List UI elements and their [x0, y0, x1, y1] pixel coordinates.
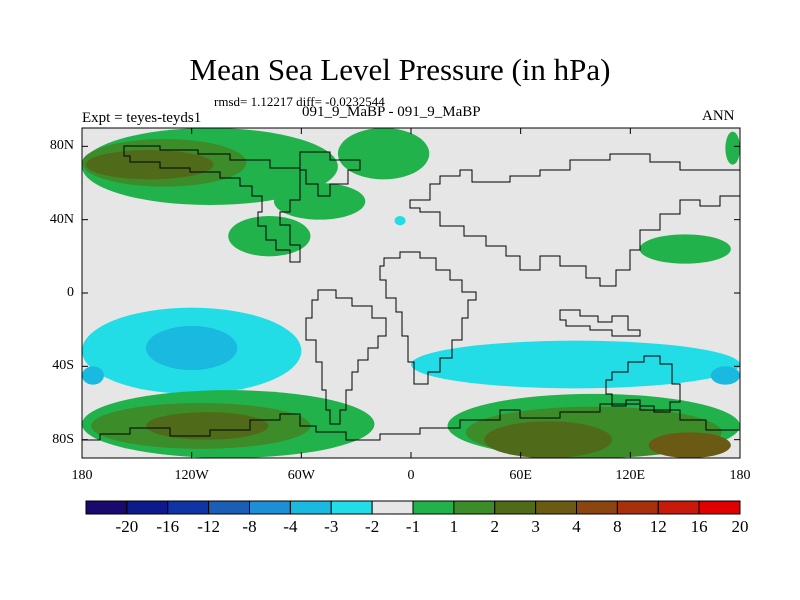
x-tick-label-0: 180 — [71, 468, 93, 483]
contour-region-10 — [411, 340, 740, 389]
contour-region-2 — [85, 150, 214, 180]
y-tick-label-3: 40S — [52, 358, 74, 374]
x-tick-label-4: 60E — [509, 468, 532, 483]
contour-region-7 — [725, 131, 740, 165]
colorbar-swatch-3 — [208, 500, 250, 515]
axis-ticks — [81, 128, 741, 458]
contour-region-3 — [337, 128, 430, 180]
colorbar-swatch-4 — [249, 500, 291, 515]
colorbar-swatch-14 — [657, 500, 700, 515]
x-tick-label-3: 0 — [407, 468, 415, 483]
chart-title: Mean Sea Level Pressure (in hPa) — [189, 52, 611, 87]
greenland-coast — [299, 151, 361, 197]
x-tick-label-1: 120W — [174, 468, 209, 483]
y-tick-label-1: 40N — [49, 211, 74, 227]
contour-region-19 — [648, 432, 731, 458]
colorbar-swatch-0 — [85, 500, 128, 515]
colorbar-swatch-10 — [494, 500, 537, 515]
experiment-label: Expt = teyes-teyds1 — [82, 110, 202, 126]
colorbar-label-12: 8 — [613, 517, 622, 536]
colorbar-swatch-12 — [576, 500, 618, 515]
contour-region-11 — [82, 366, 104, 385]
colorbar-label-14: 16 — [690, 517, 708, 536]
eurasia-coast — [409, 153, 740, 287]
x-tick-label-5: 120E — [615, 468, 646, 483]
colorbar-label-6: -2 — [365, 517, 380, 536]
x-tick-label-2: 60W — [287, 468, 315, 483]
contour-region-15 — [145, 412, 269, 440]
contour-region-5 — [228, 216, 311, 257]
contour-region-6 — [639, 234, 731, 264]
australia-coast — [605, 355, 681, 413]
stats-label: rmsd= 1.12217 diff= -0.0232544 — [214, 94, 385, 109]
season-label: ANN — [702, 108, 735, 124]
contour-region-18 — [484, 421, 613, 458]
maritime-islands-coast — [559, 309, 641, 337]
colorbar-swatch-2 — [167, 500, 210, 515]
contour-region-12 — [710, 366, 740, 385]
colorbar-label-10: 3 — [531, 517, 540, 536]
contour-region-20 — [394, 216, 406, 226]
colorbar-label-13: 12 — [649, 517, 667, 536]
colorbar-swatch-6 — [330, 500, 373, 515]
colorbar-swatch-9 — [453, 500, 496, 515]
colorbar-label-4: -4 — [283, 517, 298, 536]
colorbar-label-1: -16 — [156, 517, 180, 536]
south-america-coast — [305, 289, 387, 425]
y-tick-label-2: 0 — [67, 285, 74, 300]
y-tick-label-0: 80N — [49, 138, 74, 154]
x-tick-label-6: 180 — [729, 468, 751, 483]
contour-region-4 — [273, 183, 366, 220]
colorbar-swatch-7 — [371, 500, 414, 515]
colorbar-swatch-1 — [126, 500, 169, 515]
colorbar-swatch-5 — [289, 500, 332, 515]
colorbar-label-2: -12 — [197, 517, 220, 536]
colorbar-swatch-15 — [698, 500, 741, 515]
colorbar-label-11: 4 — [572, 517, 581, 536]
africa-coast — [379, 251, 477, 385]
colorbar-label-7: -1 — [405, 517, 421, 536]
colorbar-swatch-13 — [616, 500, 659, 515]
colorbar — [85, 500, 741, 515]
colorbar-label-5: -3 — [324, 517, 339, 536]
chart-subtitle: 091_9_MaBP - 091_9_MaBP — [302, 104, 481, 120]
colorbar-label-9: 2 — [490, 517, 500, 536]
antarctica-coast — [82, 403, 740, 441]
colorbar-label-15: 20 — [731, 517, 749, 536]
colorbar-label-0: -20 — [115, 517, 139, 536]
y-tick-label-4: 80S — [52, 431, 74, 447]
colorbar-label-3: -8 — [242, 517, 257, 536]
contour-region-9 — [145, 326, 238, 370]
contour-regions — [82, 128, 740, 458]
colorbar-swatch-8 — [412, 500, 455, 515]
coastlines — [82, 145, 740, 441]
north-america-coast — [123, 145, 301, 263]
colorbar-swatch-11 — [535, 500, 577, 515]
colorbar-label-8: 1 — [449, 517, 459, 536]
